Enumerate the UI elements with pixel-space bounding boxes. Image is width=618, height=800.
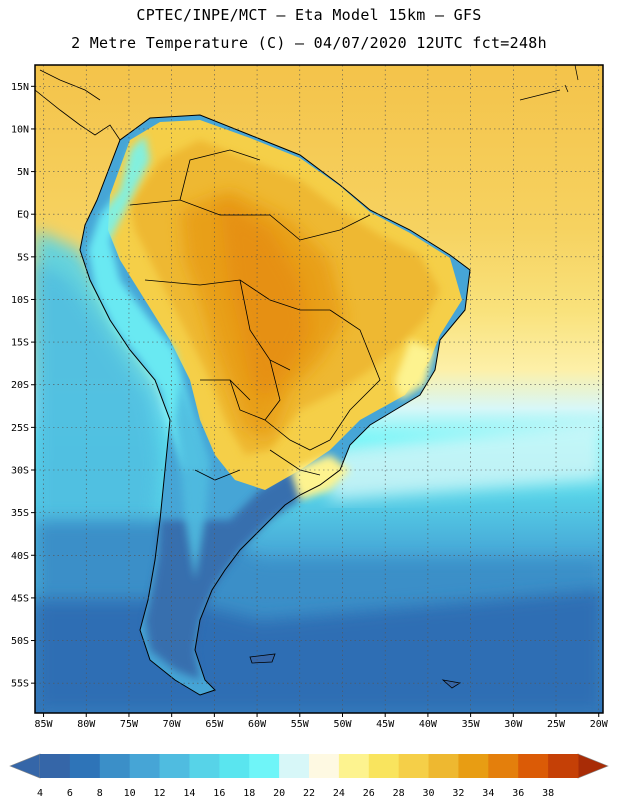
lat-label: 35S (11, 508, 29, 519)
colorbar-label: 20 (273, 788, 285, 799)
latitude-labels: 15N 10N 5N EQ 5S 10S 15S 20S 25S 30S 35S 40S 45S 50S 5… (11, 82, 35, 690)
lon-label: 85W (35, 719, 54, 730)
south-georgia-island (441, 679, 462, 689)
lat-label: 5S (17, 252, 29, 263)
colorbar-low-arrow (9, 753, 41, 779)
colorbar-label: 14 (183, 788, 195, 799)
colorbar-swatch (338, 754, 370, 778)
colorbar-label: 10 (124, 788, 136, 799)
colorbar-label: 4 (37, 788, 43, 799)
central-america-coast (35, 89, 121, 141)
lat-label: 15S (11, 338, 29, 349)
colorbar-label: 12 (154, 788, 166, 799)
plot-frame (34, 64, 604, 714)
lat-label: 30S (11, 466, 29, 477)
colorbar-swatch (99, 754, 131, 778)
lat-label: 40S (11, 551, 29, 562)
colorbar-label: 16 (213, 788, 225, 799)
colorbar-label: 24 (333, 788, 345, 799)
colorbar-label: 22 (303, 788, 315, 799)
colorbar-label: 28 (393, 788, 405, 799)
colorbar-swatch (159, 754, 190, 778)
lon-label: 30W (504, 719, 523, 730)
lon-label: 20W (590, 719, 609, 730)
lon-label: 40W (419, 719, 438, 730)
lon-label: 25W (547, 719, 566, 730)
colorbar-swatch (309, 754, 340, 778)
colorbar-swatch (279, 754, 310, 778)
map-title: CPTEC/INPE/MCT – Eta Model 15km – GFS (136, 6, 482, 24)
colorbar-swatch (428, 754, 459, 778)
colorbar-swatch (518, 754, 549, 778)
colorbar-label: 38 (542, 788, 554, 799)
colorbar-swatch (488, 754, 519, 778)
colorbar-label: 32 (452, 788, 464, 799)
lon-label: 45W (376, 719, 395, 730)
colorbar-swatch (398, 754, 430, 778)
lat-label: 10N (11, 124, 29, 135)
lon-label: 60W (248, 719, 267, 730)
country-borders (129, 149, 381, 481)
falklands-islands (249, 653, 276, 664)
lat-label: 25S (11, 423, 29, 434)
lat-label: 55S (11, 679, 29, 690)
lon-label: 55W (291, 719, 310, 730)
colorbar-label: 36 (512, 788, 524, 799)
colorbar-swatch (189, 754, 220, 778)
map-subtitle: 2 Metre Temperature (C) – 04/07/2020 12U… (71, 34, 547, 52)
lat-label: 20S (11, 380, 29, 391)
lon-label: 70W (163, 719, 182, 730)
colorbar-swatch (368, 754, 400, 778)
colorbar-swatch (249, 754, 280, 778)
colorbar-swatch (219, 754, 250, 778)
colorbar-swatch (548, 754, 579, 778)
colorbar-swatch (129, 754, 161, 778)
map-field (35, 65, 603, 713)
lat-label: 5N (17, 167, 29, 178)
lon-label: 80W (77, 719, 96, 730)
lat-label: 50S (11, 636, 29, 647)
lat-label: 10S (11, 295, 29, 306)
colorbar-label: 30 (423, 788, 435, 799)
longitude-labels: 85W 80W 75W 70W 65W 60W 55W 50W 45W 40W 35W 30W 25W 2… (35, 713, 609, 730)
colorbar-label: 6 (67, 788, 73, 799)
colorbar-label: 8 (97, 788, 103, 799)
continent-coastline (79, 114, 471, 696)
color-bar: 4 6 8 10 12 14 16 18 20 22 24 26 28 30 32 34 36 38 (9, 753, 609, 799)
graticule (35, 65, 603, 713)
lat-label: EQ (17, 210, 29, 221)
lat-label: 45S (11, 593, 29, 604)
colorbar-label: 18 (243, 788, 255, 799)
colorbar-label: 34 (482, 788, 494, 799)
lon-label: 50W (333, 719, 352, 730)
lon-label: 65W (205, 719, 224, 730)
colorbar-label: 26 (363, 788, 375, 799)
colorbar-swatch (40, 754, 71, 778)
lon-label: 35W (462, 719, 481, 730)
colorbar-high-arrow (577, 753, 609, 779)
colorbar-swatch (458, 754, 489, 778)
colorbar-swatch (69, 754, 101, 778)
lon-label: 75W (120, 719, 139, 730)
lat-label: 15N (11, 82, 29, 93)
